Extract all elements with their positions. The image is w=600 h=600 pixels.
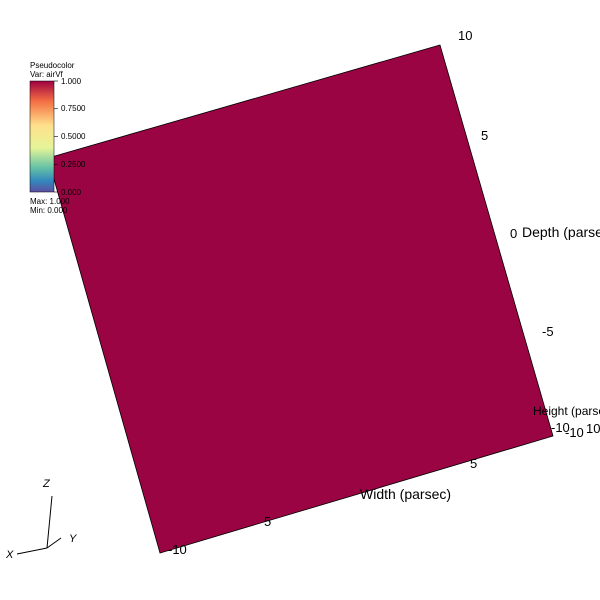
legend-tick-label: 1.000	[61, 77, 82, 86]
triad-y-label: Y	[69, 533, 77, 545]
width-axis-title: Width (parsec)	[360, 486, 451, 502]
height-tick-label: 10	[586, 421, 600, 436]
width-tick-label: 5	[470, 456, 477, 471]
height-axis-title: Height (parsec)	[533, 404, 600, 418]
depth-tick-label: 5	[481, 128, 488, 143]
width-tick-label: -10	[168, 542, 187, 557]
legend-title: Pseudocolor	[30, 61, 75, 70]
legend-tick-label: 0.5000	[61, 132, 86, 141]
legend-tick-label: 0.7500	[61, 104, 86, 113]
depth-tick-label: -5	[542, 324, 554, 339]
depth-tick-label: -10	[565, 425, 584, 440]
depth-axis-title: Depth (parsec)	[522, 224, 600, 240]
triad-x-axis	[16, 547, 48, 555]
axis-triad: Z Y X	[5, 478, 77, 561]
legend-max-label: Max: 1.000	[30, 197, 70, 206]
legend-tick-label: 0.000	[61, 188, 82, 197]
depth-tick-label: 0	[510, 226, 517, 241]
depth-tick-label: 10	[458, 28, 472, 43]
triad-z-axis	[46, 495, 53, 549]
triad-y-axis	[46, 537, 62, 549]
triad-x-label: X	[5, 549, 14, 561]
legend-min-label: Min: 0.000	[30, 206, 68, 215]
legend-tick-label: 0.2500	[61, 160, 86, 169]
pseudocolor-surface[interactable]	[47, 44, 554, 554]
legend-color-bar	[29, 80, 55, 193]
triad-z-label: Z	[42, 478, 51, 490]
width-tick-label: -10	[551, 420, 570, 435]
width-tick-label: 5	[264, 514, 271, 529]
legend-variable: Var: airVf	[30, 70, 64, 79]
